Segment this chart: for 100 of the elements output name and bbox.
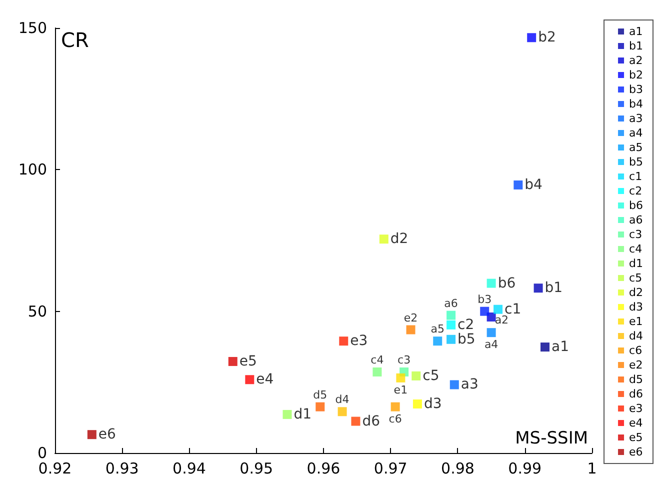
text: a6 bbox=[444, 296, 458, 310]
point bbox=[446, 334, 456, 344]
x-tick-label: 0.92 bbox=[38, 460, 72, 478]
legend-label: d3 bbox=[629, 300, 644, 314]
point bbox=[406, 325, 416, 334]
point bbox=[282, 410, 292, 419]
legend-label: b4 bbox=[629, 98, 644, 110]
x-tick-label: 0.96 bbox=[306, 460, 340, 478]
point bbox=[351, 416, 360, 426]
point bbox=[372, 367, 382, 376]
text: d4 bbox=[335, 393, 350, 406]
text: a1 bbox=[552, 339, 570, 356]
point bbox=[379, 234, 388, 244]
point bbox=[412, 399, 422, 408]
x-tick-label: 0.98 bbox=[441, 460, 474, 478]
point bbox=[316, 402, 325, 412]
point bbox=[338, 407, 347, 416]
text: c6 bbox=[388, 412, 402, 426]
point bbox=[486, 328, 496, 338]
point bbox=[540, 342, 550, 352]
point bbox=[494, 304, 503, 314]
text: b2 bbox=[538, 30, 556, 46]
point bbox=[486, 278, 496, 288]
text: e4 bbox=[256, 372, 274, 388]
y-tick-label: 100 bbox=[18, 160, 47, 179]
text: d3 bbox=[424, 396, 442, 412]
x-tick-label: 0.94 bbox=[172, 460, 206, 478]
text: e2 bbox=[404, 311, 418, 324]
x-axis-title: MS-SSIM bbox=[515, 428, 588, 448]
text: e5 bbox=[239, 353, 257, 370]
point bbox=[339, 336, 348, 346]
text: d1 bbox=[294, 406, 312, 422]
text: a5 bbox=[430, 322, 444, 336]
text: d2 bbox=[390, 231, 408, 248]
text: e6 bbox=[98, 426, 116, 443]
legend-label: a1 bbox=[629, 25, 643, 38]
legend-label: d4 bbox=[629, 330, 644, 342]
text: a2 bbox=[494, 314, 509, 326]
legend-label: a4 bbox=[629, 126, 643, 140]
x-tick-label: 0.99 bbox=[508, 460, 542, 478]
point bbox=[450, 380, 459, 390]
text: b4 bbox=[524, 176, 542, 193]
legend-label: a2 bbox=[629, 54, 643, 67]
text: e3 bbox=[350, 333, 368, 350]
text: c4 bbox=[370, 353, 384, 366]
x-tick-label: 0.95 bbox=[240, 460, 274, 478]
point bbox=[390, 402, 400, 412]
legend-label: a5 bbox=[629, 141, 643, 154]
point bbox=[396, 373, 406, 382]
legend-label: a3 bbox=[629, 112, 643, 125]
legend-label: e3 bbox=[629, 402, 643, 415]
legend-label: c1 bbox=[629, 170, 642, 183]
legend-label: c4 bbox=[629, 242, 642, 256]
legend-label: c5 bbox=[629, 272, 642, 284]
legend-label: b2 bbox=[629, 68, 644, 82]
text: a4 bbox=[484, 338, 498, 352]
legend-label: d1 bbox=[629, 257, 644, 270]
text: c2 bbox=[458, 316, 474, 333]
text: c5 bbox=[422, 368, 440, 384]
legend-label: e1 bbox=[629, 315, 643, 328]
y-tick-label: 50 bbox=[28, 302, 47, 320]
legend-label: b6 bbox=[629, 199, 644, 212]
point bbox=[433, 336, 442, 346]
legend-label: b1 bbox=[629, 40, 644, 52]
point bbox=[87, 430, 96, 440]
legend-label: e5 bbox=[629, 431, 643, 444]
legend-label: e6 bbox=[629, 446, 643, 458]
text: e1 bbox=[394, 383, 408, 396]
text: b5 bbox=[458, 331, 476, 348]
point bbox=[527, 33, 536, 42]
legend-label: d6 bbox=[629, 388, 644, 400]
point bbox=[480, 306, 490, 316]
point bbox=[228, 356, 238, 366]
y-tick-label: 150 bbox=[18, 19, 47, 37]
x-tick-label: 1 bbox=[587, 460, 597, 478]
legend-label: a6 bbox=[629, 214, 643, 226]
legend-label: b5 bbox=[629, 156, 644, 168]
text: d5 bbox=[313, 388, 328, 402]
legend-label: c3 bbox=[629, 228, 642, 241]
point bbox=[446, 310, 456, 320]
text: a3 bbox=[460, 376, 478, 393]
y-axis-title: CR bbox=[61, 28, 89, 52]
point bbox=[245, 375, 254, 384]
point bbox=[446, 320, 456, 330]
legend-label: c2 bbox=[629, 184, 642, 198]
text: d6 bbox=[362, 413, 380, 430]
x-tick-label: 0.97 bbox=[374, 460, 408, 478]
text: c3 bbox=[398, 353, 411, 366]
point bbox=[534, 284, 543, 293]
legend-label: e4 bbox=[629, 416, 643, 430]
text: b6 bbox=[498, 275, 516, 292]
text: b3 bbox=[478, 292, 492, 306]
text: b1 bbox=[544, 280, 563, 296]
y-tick-label: 0 bbox=[37, 444, 47, 462]
legend-label: d5 bbox=[629, 373, 644, 386]
point bbox=[412, 371, 421, 380]
legend-label: d2 bbox=[629, 286, 644, 299]
legend-label: b3 bbox=[629, 83, 644, 96]
legend-label: e2 bbox=[629, 358, 643, 372]
legend-label: c6 bbox=[629, 344, 642, 357]
